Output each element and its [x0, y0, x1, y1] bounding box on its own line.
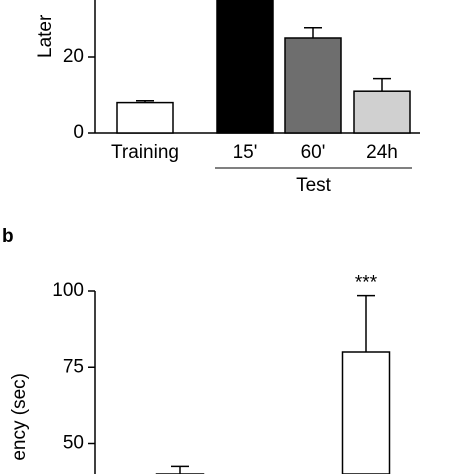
x-tick-label: Training: [111, 142, 179, 163]
bar: [216, 0, 274, 134]
annotation: ***: [355, 273, 378, 294]
bar: [284, 37, 342, 134]
y-tick-label: 0: [73, 122, 84, 143]
x-tick-label: 15': [233, 142, 258, 163]
x-tick-label: 60': [301, 142, 326, 163]
bar: [353, 90, 411, 134]
y-tick-label: 20: [63, 46, 84, 67]
plot-root: Later 0 20 Training 15' 60' 24h Test ency (sec) b…: [2, 0, 420, 474]
bar: [116, 101, 174, 134]
group-label: Test: [296, 175, 332, 196]
y-tick-label: 100: [52, 280, 84, 301]
y-tick-label: 75: [63, 356, 84, 377]
y-axis-label: ency (sec): [9, 373, 30, 461]
y-tick-label: 50: [63, 433, 84, 454]
x-tick-label: 24h: [366, 142, 398, 163]
panel-label: b: [2, 226, 14, 247]
bar: [341, 351, 391, 474]
y-axis-label: Later: [35, 14, 56, 58]
